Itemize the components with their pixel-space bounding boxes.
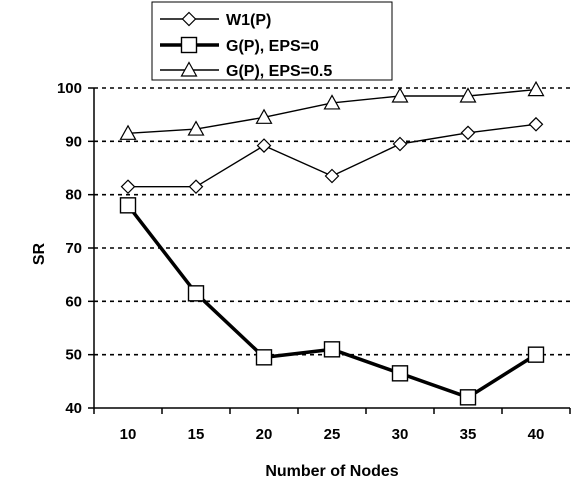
y-axis-title: SR [31,242,48,265]
data-point [188,179,204,195]
series-square [119,197,545,406]
legend-label: G(P), EPS=0 [226,38,319,55]
data-point [256,138,272,153]
legend-marker [181,11,197,27]
data-point [391,365,409,382]
x-axis-title: Number of Nodes [265,463,398,480]
data-point [120,179,136,195]
y-tick-label: 100 [57,80,82,97]
x-tick-label: 10 [120,426,137,443]
y-tick-label: 50 [65,347,82,364]
data-point [528,116,544,132]
series-layer [119,80,545,406]
data-point [527,80,545,97]
legend-marker [180,61,198,77]
x-tick-label: 35 [460,426,477,443]
data-point [187,120,205,136]
gridlines [94,87,570,356]
legend-item: G(P), EPS=0 [160,36,319,55]
x-tick-label: 20 [256,426,273,443]
data-point [459,389,477,406]
data-point [119,124,137,140]
data-point [527,346,545,363]
x-tick-label: 15 [188,426,205,443]
y-tick-label: 60 [65,293,82,310]
data-point [392,136,408,152]
x-tick-label: 40 [528,426,545,443]
data-point [460,125,476,141]
data-point [391,87,409,103]
legend-marker [180,36,198,54]
data-point [324,168,340,184]
y-tick-label: 90 [65,133,82,150]
axes [88,87,571,414]
series-triangle [119,80,545,140]
data-point [255,108,273,124]
legend-label: W1(P) [226,12,271,29]
data-point [119,197,137,214]
data-point [187,285,205,302]
y-tick-label: 70 [65,240,82,257]
y-tick-label: 40 [65,400,82,417]
data-point [459,87,477,103]
tick-labels: 40 50 60 70 80 90 100 10 15 20 25 30 35 40 [57,80,544,443]
data-point [323,341,341,358]
x-tick-label: 25 [324,426,341,443]
data-point [255,349,273,366]
data-point [323,94,341,110]
series-diamond [120,116,544,195]
legend: W1(P) G(P), EPS=0 G(P), EPS=0.5 [151,1,393,81]
legend-label: G(P), EPS=0.5 [226,63,332,80]
legend-item: G(P), EPS=0.5 [160,61,332,80]
legend-item: W1(P) [160,11,271,29]
y-tick-label: 80 [65,187,82,204]
x-tick-label: 30 [392,426,409,443]
